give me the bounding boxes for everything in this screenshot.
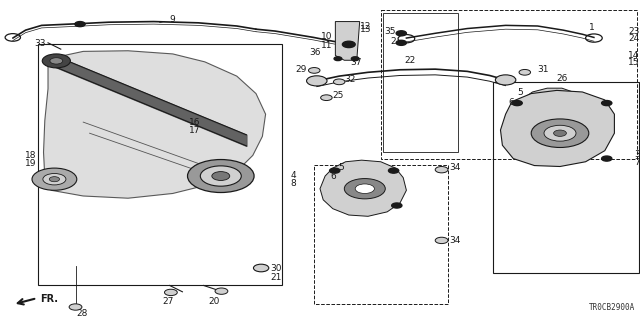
Text: 7: 7 xyxy=(634,158,640,167)
Circle shape xyxy=(512,100,522,106)
Text: TR0CB2900A: TR0CB2900A xyxy=(589,303,635,312)
Circle shape xyxy=(554,130,566,136)
Text: 35: 35 xyxy=(384,27,396,36)
Circle shape xyxy=(164,289,177,296)
Polygon shape xyxy=(44,51,266,198)
Text: 16: 16 xyxy=(189,118,200,127)
Text: 5: 5 xyxy=(517,88,523,97)
Text: 19: 19 xyxy=(25,159,36,168)
Polygon shape xyxy=(524,88,584,122)
Circle shape xyxy=(32,168,77,190)
Circle shape xyxy=(355,184,374,194)
Text: 37: 37 xyxy=(351,58,362,67)
Text: 36: 36 xyxy=(310,48,321,58)
Circle shape xyxy=(392,203,402,208)
Circle shape xyxy=(519,69,531,75)
Text: 20: 20 xyxy=(209,297,220,306)
Text: 28: 28 xyxy=(77,309,88,318)
Circle shape xyxy=(435,237,448,244)
Bar xyxy=(314,165,448,304)
Circle shape xyxy=(200,166,241,186)
Circle shape xyxy=(351,57,359,60)
Circle shape xyxy=(544,125,576,141)
Circle shape xyxy=(495,75,516,85)
Circle shape xyxy=(333,79,345,85)
Text: 6: 6 xyxy=(330,172,336,181)
Bar xyxy=(383,13,458,152)
Circle shape xyxy=(49,177,60,182)
Text: 33: 33 xyxy=(35,39,46,48)
Circle shape xyxy=(330,168,340,173)
Text: 15: 15 xyxy=(628,58,639,67)
Text: 5: 5 xyxy=(338,163,344,172)
Circle shape xyxy=(321,95,332,100)
Text: 26: 26 xyxy=(557,74,568,83)
Text: 34: 34 xyxy=(449,163,461,172)
Circle shape xyxy=(344,179,385,199)
Text: 31: 31 xyxy=(538,65,549,74)
Text: 30: 30 xyxy=(270,263,282,273)
Circle shape xyxy=(308,68,320,73)
Text: 18: 18 xyxy=(25,151,36,160)
Text: 3: 3 xyxy=(634,150,640,159)
Circle shape xyxy=(334,57,342,60)
Text: 17: 17 xyxy=(189,125,200,134)
Text: 6: 6 xyxy=(509,98,515,107)
Text: 12: 12 xyxy=(360,21,372,31)
Circle shape xyxy=(253,264,269,272)
Text: 8: 8 xyxy=(291,179,296,188)
Text: FR.: FR. xyxy=(40,294,58,304)
Circle shape xyxy=(75,21,85,27)
Bar xyxy=(493,83,639,273)
Circle shape xyxy=(602,100,612,106)
Text: 2: 2 xyxy=(390,37,396,46)
Text: 22: 22 xyxy=(404,56,415,65)
Bar xyxy=(381,10,637,159)
Text: 11: 11 xyxy=(321,42,333,51)
Text: 14: 14 xyxy=(628,51,639,60)
Text: 32: 32 xyxy=(344,75,356,84)
Circle shape xyxy=(531,119,589,148)
Bar xyxy=(38,44,282,285)
Circle shape xyxy=(396,31,406,36)
Polygon shape xyxy=(500,90,614,166)
Circle shape xyxy=(388,168,399,173)
Circle shape xyxy=(215,288,228,294)
Circle shape xyxy=(435,166,448,173)
Circle shape xyxy=(212,172,230,180)
Circle shape xyxy=(69,304,82,310)
Text: 4: 4 xyxy=(291,171,296,180)
Text: 23: 23 xyxy=(628,27,640,36)
Circle shape xyxy=(42,54,70,68)
Circle shape xyxy=(188,160,254,193)
Text: 21: 21 xyxy=(270,273,282,282)
Text: 13: 13 xyxy=(360,25,372,34)
Text: 34: 34 xyxy=(449,236,461,245)
Text: 9: 9 xyxy=(159,14,175,24)
Text: 24: 24 xyxy=(628,34,640,43)
Text: 27: 27 xyxy=(162,297,173,306)
Polygon shape xyxy=(320,160,406,216)
Circle shape xyxy=(342,41,355,48)
Circle shape xyxy=(602,156,612,161)
Text: 10: 10 xyxy=(321,32,333,41)
Text: 25: 25 xyxy=(333,91,344,100)
Circle shape xyxy=(43,173,66,185)
Text: 29: 29 xyxy=(295,65,307,74)
Polygon shape xyxy=(335,21,360,60)
Circle shape xyxy=(50,58,63,64)
Circle shape xyxy=(396,40,406,45)
Circle shape xyxy=(307,76,327,86)
Text: 1: 1 xyxy=(589,23,595,32)
